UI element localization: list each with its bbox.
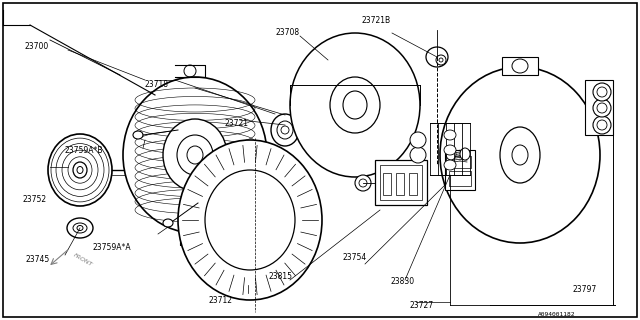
Bar	[380, 165, 422, 200]
Bar	[445, 150, 475, 190]
Text: 23727: 23727	[410, 301, 434, 310]
Ellipse shape	[444, 160, 456, 170]
Ellipse shape	[48, 134, 112, 206]
Text: 23830: 23830	[390, 277, 415, 286]
Text: 23759A*A: 23759A*A	[93, 244, 131, 252]
Ellipse shape	[593, 99, 611, 117]
Ellipse shape	[410, 147, 426, 163]
Bar	[375, 160, 427, 205]
Ellipse shape	[355, 175, 371, 191]
Ellipse shape	[444, 145, 456, 155]
Text: 23708: 23708	[275, 28, 300, 36]
Ellipse shape	[436, 55, 446, 65]
Text: 23721: 23721	[224, 119, 248, 128]
Ellipse shape	[290, 33, 420, 177]
Ellipse shape	[426, 47, 448, 67]
Text: 23754: 23754	[342, 253, 367, 262]
Text: 23759A*B: 23759A*B	[64, 146, 102, 155]
Text: 23700: 23700	[24, 42, 49, 51]
Ellipse shape	[178, 140, 322, 300]
Text: 23745: 23745	[26, 255, 50, 264]
Ellipse shape	[133, 131, 143, 139]
Ellipse shape	[163, 119, 227, 191]
Ellipse shape	[593, 83, 611, 101]
Text: 23718: 23718	[144, 80, 168, 89]
Ellipse shape	[123, 77, 267, 233]
Ellipse shape	[440, 67, 600, 243]
Bar	[449, 156, 471, 168]
Text: 23797: 23797	[573, 285, 597, 294]
Bar	[449, 171, 471, 186]
Ellipse shape	[500, 127, 540, 183]
Text: 23712: 23712	[208, 296, 232, 305]
Ellipse shape	[271, 114, 299, 146]
Ellipse shape	[444, 130, 456, 140]
Ellipse shape	[410, 132, 426, 148]
Ellipse shape	[205, 170, 295, 270]
Bar	[383, 173, 391, 195]
Ellipse shape	[277, 121, 293, 139]
Bar	[502, 57, 538, 75]
Text: 23815: 23815	[269, 272, 293, 281]
Text: A094001182: A094001182	[538, 312, 575, 317]
Ellipse shape	[330, 77, 380, 133]
Text: 23752: 23752	[22, 196, 47, 204]
Bar	[585, 80, 613, 135]
Ellipse shape	[446, 148, 456, 160]
Ellipse shape	[163, 219, 173, 227]
Ellipse shape	[73, 162, 87, 178]
Ellipse shape	[593, 116, 611, 134]
Ellipse shape	[460, 148, 470, 160]
Text: 23721B: 23721B	[362, 16, 391, 25]
Text: FRONT: FRONT	[72, 252, 93, 268]
Bar	[396, 173, 404, 195]
Ellipse shape	[67, 218, 93, 238]
Bar	[409, 173, 417, 195]
